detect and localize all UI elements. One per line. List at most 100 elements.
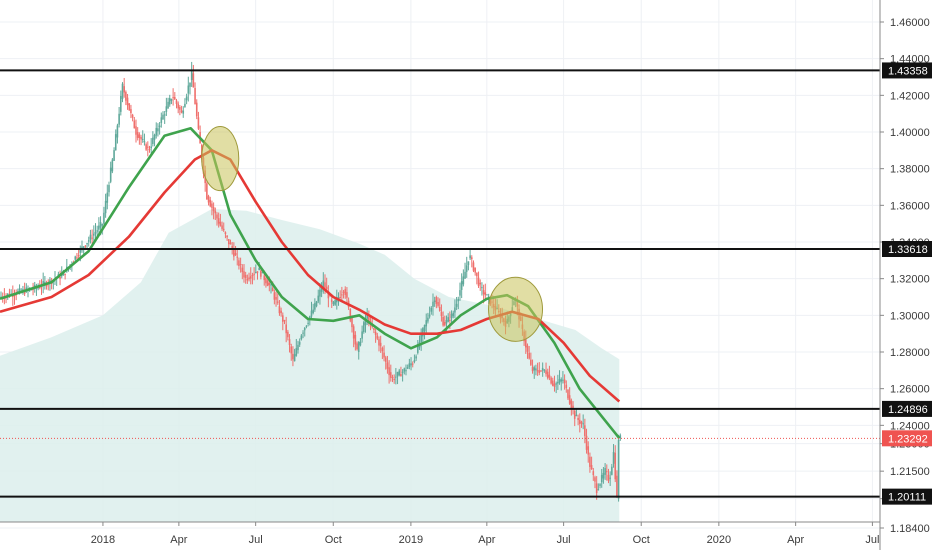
candle-body — [217, 218, 220, 224]
candle-body — [209, 199, 212, 207]
candle-body — [179, 107, 181, 110]
candle-body — [310, 310, 313, 317]
candle-body — [190, 69, 193, 81]
candle-body — [595, 483, 598, 494]
candle-body — [187, 85, 190, 94]
candle-body — [587, 446, 590, 455]
candle-body — [103, 212, 105, 224]
candle-body — [401, 371, 404, 373]
candle-body — [260, 270, 262, 277]
candle-body — [229, 242, 232, 245]
ellipse-annotation-1[interactable] — [201, 126, 240, 192]
candle-body — [339, 297, 341, 298]
x-tick-label: Apr — [170, 534, 187, 546]
candle-body — [614, 452, 617, 480]
candle-body — [403, 368, 406, 372]
candle-body — [84, 245, 87, 247]
candle-body — [136, 132, 139, 138]
candle-body — [116, 125, 119, 138]
candle-body — [344, 289, 347, 295]
candle-body — [585, 435, 588, 450]
candle-body — [364, 318, 367, 326]
candle-body — [125, 91, 127, 101]
candle-body — [604, 468, 606, 475]
candle-body — [567, 389, 569, 399]
candle-body — [474, 267, 476, 273]
candle-body — [130, 109, 132, 114]
candle-body — [207, 196, 210, 203]
candle-body — [172, 97, 174, 99]
y-tick-label: 1.21500 — [890, 466, 930, 478]
candle-body — [280, 310, 282, 314]
candle-body — [49, 279, 51, 283]
candle-body — [482, 290, 485, 295]
level-label-box — [882, 400, 932, 417]
background-volume-area — [0, 209, 620, 522]
candle-body — [233, 249, 235, 257]
candle-body — [184, 103, 186, 107]
candle-body — [320, 288, 323, 292]
candle-body — [395, 376, 397, 378]
candle-body — [486, 294, 488, 296]
candle-body — [148, 149, 151, 151]
candle-body — [197, 117, 200, 129]
candle-body — [128, 103, 131, 111]
candle-body — [616, 475, 618, 497]
candle-body — [484, 292, 487, 296]
candle-body — [464, 271, 466, 279]
y-tick-label: 1.46000 — [890, 17, 930, 29]
candle-body — [443, 322, 446, 326]
candle-body — [180, 110, 183, 113]
candle-body — [322, 280, 325, 288]
candle-body — [258, 268, 260, 271]
candle-body — [287, 331, 289, 338]
candle-body — [341, 294, 343, 296]
candle-body — [145, 144, 147, 150]
candle-body — [155, 127, 158, 136]
candle-body — [273, 292, 276, 300]
candle-body — [138, 134, 141, 139]
candle-body — [447, 317, 449, 322]
y-tick-label: 1.28000 — [890, 347, 930, 359]
candle-body — [238, 260, 240, 266]
candle-body — [599, 484, 601, 486]
candle-body — [293, 354, 296, 362]
candle-body — [118, 113, 120, 125]
candle-body — [565, 384, 568, 389]
candle-body — [74, 256, 77, 260]
y-tick-label: 1.36000 — [890, 200, 930, 212]
candle-body — [398, 370, 401, 376]
candle-body — [467, 261, 470, 266]
candle-body — [438, 307, 441, 311]
candle-body — [405, 370, 407, 372]
candle-body — [465, 265, 468, 272]
candle-body — [550, 377, 552, 384]
candle-body — [222, 228, 225, 231]
candle-body — [165, 106, 168, 112]
candle-body — [440, 312, 443, 317]
candle-body — [374, 331, 377, 335]
candle-body — [261, 271, 264, 274]
candle-body — [91, 237, 93, 239]
candle-body — [303, 327, 306, 331]
y-tick-label: 1.24000 — [890, 420, 930, 432]
candle-body — [18, 288, 21, 293]
candle-body — [386, 362, 389, 369]
candle-body — [560, 379, 563, 382]
candle-body — [158, 125, 161, 128]
candle-body — [528, 352, 530, 359]
candle-body — [214, 210, 217, 214]
candle-body — [415, 356, 417, 359]
y-tick-label: 1.26000 — [890, 384, 930, 396]
candle-body — [109, 167, 112, 182]
candle-body — [366, 315, 368, 319]
ellipse-annotation-2[interactable] — [488, 276, 544, 342]
candle-body — [283, 319, 286, 322]
candle-body — [121, 83, 124, 99]
y-tick-label: 1.42000 — [890, 90, 930, 102]
candle-body — [152, 137, 154, 144]
last-price-label-box — [882, 430, 932, 447]
candle-body — [290, 346, 293, 354]
